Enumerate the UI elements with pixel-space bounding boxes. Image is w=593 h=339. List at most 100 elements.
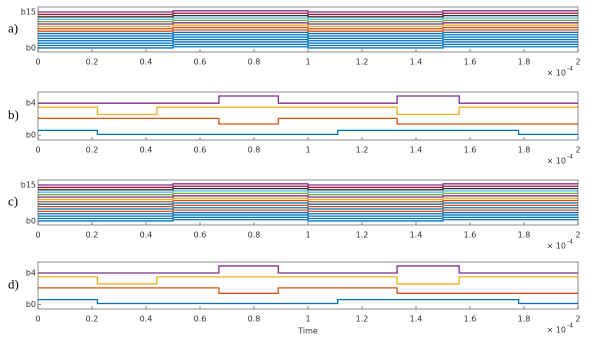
signal-line [38,187,578,191]
x-tick-label: 0 [35,146,40,155]
signal-line [38,204,578,208]
x-tick-label: 0.6 [194,146,207,155]
signal-line [38,202,578,205]
x-tick-label: 0.8 [248,231,261,240]
x-tick-label: 1.8 [518,231,531,240]
signal-line [38,26,578,30]
y-tick-label: b15 [21,181,36,190]
signal-line [38,298,578,305]
x-tick-label: 0.2 [86,58,99,67]
panel-label: b) [8,107,19,122]
x-tick-label: 1.2 [356,315,369,324]
signal-line [38,185,578,189]
signal-line [38,195,578,198]
x-scale-exponent: -4 [567,239,573,246]
x-tick-label: 0 [35,58,40,67]
signal-line [38,216,578,220]
signal-line [38,43,578,47]
signal-line [38,192,578,196]
x-tick-label: 0.4 [140,58,153,67]
x-scale-base: × 10 [547,326,566,335]
signal-line [38,29,578,32]
x-tick-label: 2 [575,146,580,155]
signal-line [38,214,578,217]
x-tick-label: 0.2 [86,146,99,155]
x-tick-label: 0.6 [194,231,207,240]
signal-line [38,190,578,193]
x-scale-base: × 10 [547,157,566,166]
x-scale-exponent: -4 [567,154,573,161]
signal-line [38,265,578,274]
y-tick-label: b0 [26,43,36,52]
x-axis-label: Time [297,327,318,336]
x-tick-label: 0.4 [140,231,153,240]
x-tick-label: 1.6 [464,58,477,67]
x-tick-label: 2 [575,231,580,240]
x-tick-label: 1.4 [410,58,423,67]
x-scale-exponent: -4 [567,323,573,330]
signal-line [38,183,578,186]
x-tick-label: 1.8 [518,58,531,67]
signal-line [38,207,578,210]
x-tick-label: 0.6 [194,315,207,324]
y-tick-label: b4 [26,268,36,277]
x-tick-label: 1.4 [410,315,423,324]
x-scale-base: × 10 [547,242,566,251]
signal-line [38,287,578,294]
x-tick-label: 1 [305,58,310,67]
x-tick-label: 1.6 [464,315,477,324]
x-tick-label: 0.2 [86,231,99,240]
panel-label: c) [8,193,18,208]
panel-label: a) [8,20,18,35]
x-tick-label: 1.8 [518,146,531,155]
x-tick-label: 1.2 [356,146,369,155]
x-tick-label: 1 [305,231,310,240]
signal-line [38,10,578,13]
x-tick-label: 2 [575,315,580,324]
x-tick-label: 2 [575,58,580,67]
x-tick-label: 0.4 [140,315,153,324]
signal-line [38,19,578,23]
x-tick-label: 1.8 [518,315,531,324]
y-tick-label: b0 [26,300,36,309]
signal-line [38,209,578,213]
signal-line [38,117,578,125]
x-tick-label: 1.4 [410,146,423,155]
x-tick-label: 1.2 [356,58,369,67]
x-tick-label: 1.6 [464,146,477,155]
signal-line [38,199,578,203]
x-tick-label: 0.8 [248,58,261,67]
signal-line [38,276,578,285]
x-tick-label: 0 [35,315,40,324]
panel-label: d) [8,276,19,291]
signal-line [38,41,578,44]
signal-line [38,24,578,28]
signal-line [38,211,578,215]
signal-line [38,197,578,201]
x-tick-label: 1.4 [410,231,423,240]
signal-line [38,17,578,20]
x-tick-label: 1 [305,146,310,155]
signal-line [38,34,578,37]
x-tick-label: 0 [35,231,40,240]
signal-line [38,31,578,35]
x-tick-label: 0.2 [86,315,99,324]
signal-line [38,219,578,222]
signal-line [38,95,578,104]
y-tick-label: b4 [26,99,36,108]
x-scale-exponent: -4 [567,66,573,73]
x-tick-label: 0.4 [140,146,153,155]
signal-line [38,129,578,136]
y-tick-label: b0 [26,216,36,225]
x-tick-label: 1.2 [356,231,369,240]
x-tick-label: 0.8 [248,146,261,155]
axes-box [37,91,579,141]
signal-line [38,36,578,40]
signal-line [38,12,578,16]
x-tick-label: 1.6 [464,231,477,240]
x-tick-label: 0.8 [248,315,261,324]
signal-line [38,22,578,25]
signal-line [38,38,578,42]
signal-line [38,46,578,49]
signal-line [38,14,578,18]
